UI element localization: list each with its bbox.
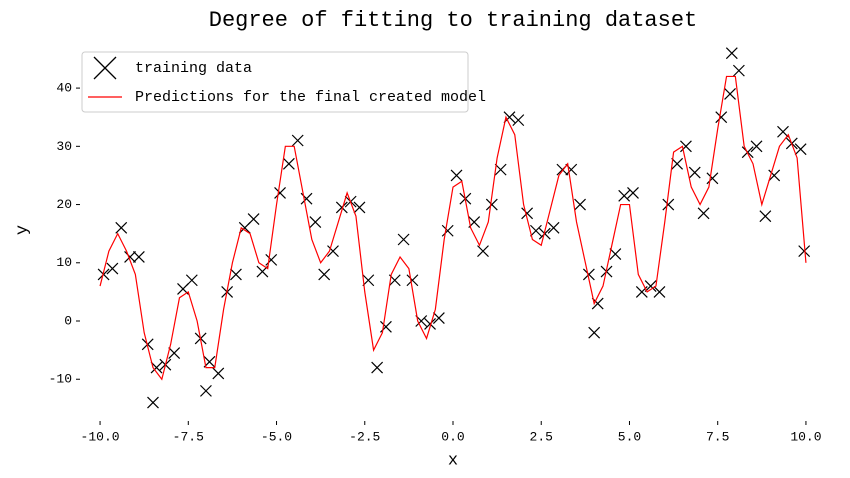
legend-marker xyxy=(93,56,117,80)
data-point xyxy=(512,114,525,127)
data-point xyxy=(353,201,366,214)
data-point xyxy=(798,245,811,258)
data-point xyxy=(627,186,639,199)
data-point xyxy=(300,192,313,205)
data-point xyxy=(335,201,348,214)
y-tick-label: 30 xyxy=(56,139,72,154)
data-point xyxy=(132,251,145,263)
data-point xyxy=(150,361,163,374)
legend-label: Predictions for the final created model xyxy=(135,89,486,106)
data-point xyxy=(750,140,763,153)
data-point xyxy=(565,163,578,176)
x-tick-label: 7.5 xyxy=(706,429,729,444)
data-point xyxy=(530,224,542,237)
data-point xyxy=(318,268,331,281)
data-point xyxy=(477,245,489,258)
data-point xyxy=(591,297,604,310)
x-axis-label: x xyxy=(448,451,458,470)
data-point xyxy=(609,248,622,260)
data-point xyxy=(794,143,807,156)
data-point xyxy=(547,221,560,234)
x-tick-label: 0.0 xyxy=(441,429,464,444)
data-point xyxy=(715,111,728,124)
data-point xyxy=(618,189,631,202)
data-point xyxy=(768,169,781,182)
data-point xyxy=(688,166,701,179)
data-point xyxy=(644,280,657,292)
chart-title: Degree of fitting to training dataset xyxy=(209,8,697,33)
data-point xyxy=(706,172,719,185)
y-tick-label: 40 xyxy=(56,81,72,96)
data-point xyxy=(485,198,498,211)
data-point xyxy=(371,361,384,374)
x-tick-label: -5.0 xyxy=(261,429,292,444)
x-tick-label: 5.0 xyxy=(618,429,641,444)
data-point xyxy=(725,47,738,60)
legend-box xyxy=(81,51,469,113)
y-tick-label: 0 xyxy=(64,313,72,328)
data-point xyxy=(588,326,601,339)
x-tick-label: 10.0 xyxy=(790,429,821,444)
data-point xyxy=(124,251,136,263)
data-point xyxy=(265,253,278,266)
data-point xyxy=(115,221,128,234)
data-point xyxy=(441,224,454,237)
data-point xyxy=(282,157,295,170)
data-point xyxy=(106,262,119,275)
y-tick-label: 10 xyxy=(56,255,72,270)
y-axis-label: y xyxy=(13,225,32,235)
data-point xyxy=(200,384,212,397)
data-point xyxy=(680,140,692,153)
data-point xyxy=(432,312,445,325)
data-point xyxy=(574,198,586,211)
data-point xyxy=(424,317,436,330)
data-point xyxy=(777,125,789,138)
data-point xyxy=(732,64,745,77)
data-point xyxy=(212,367,225,380)
data-point xyxy=(653,285,666,298)
x-tick-label: 2.5 xyxy=(530,429,553,444)
data-point xyxy=(697,207,710,220)
data-point xyxy=(185,274,198,287)
data-point xyxy=(247,213,260,226)
prediction-line xyxy=(99,75,807,381)
data-point xyxy=(521,207,534,220)
x-tick-label: -10.0 xyxy=(81,429,120,444)
data-point xyxy=(327,245,339,258)
data-point xyxy=(168,347,181,359)
data-point xyxy=(274,186,286,199)
data-point xyxy=(309,216,322,228)
y-tick-label: -10 xyxy=(49,372,72,387)
data-point xyxy=(450,169,463,182)
data-point xyxy=(503,111,516,124)
data-point xyxy=(230,268,242,281)
data-point xyxy=(494,163,507,176)
data-point xyxy=(662,198,675,211)
data-point xyxy=(147,396,159,409)
x-tick-label: -2.5 xyxy=(349,429,380,444)
data-point xyxy=(724,87,736,100)
data-point xyxy=(406,274,419,287)
data-point xyxy=(380,320,392,333)
data-point xyxy=(362,274,375,287)
data-point xyxy=(759,210,772,223)
legend-label: training data xyxy=(135,60,252,77)
y-tick-label: 20 xyxy=(56,197,72,212)
data-point xyxy=(671,157,684,170)
plot-area: -10.0 -7.5 -5.0 -2.5 0.0 2.5 5.0 7.5 10.0 -10 0 10 2… xyxy=(49,47,822,444)
data-point xyxy=(582,268,595,281)
x-tick-label: -7.5 xyxy=(173,429,204,444)
data-point xyxy=(291,134,304,147)
legend: training data Predictions for the final c… xyxy=(81,51,486,113)
data-point xyxy=(397,233,410,246)
